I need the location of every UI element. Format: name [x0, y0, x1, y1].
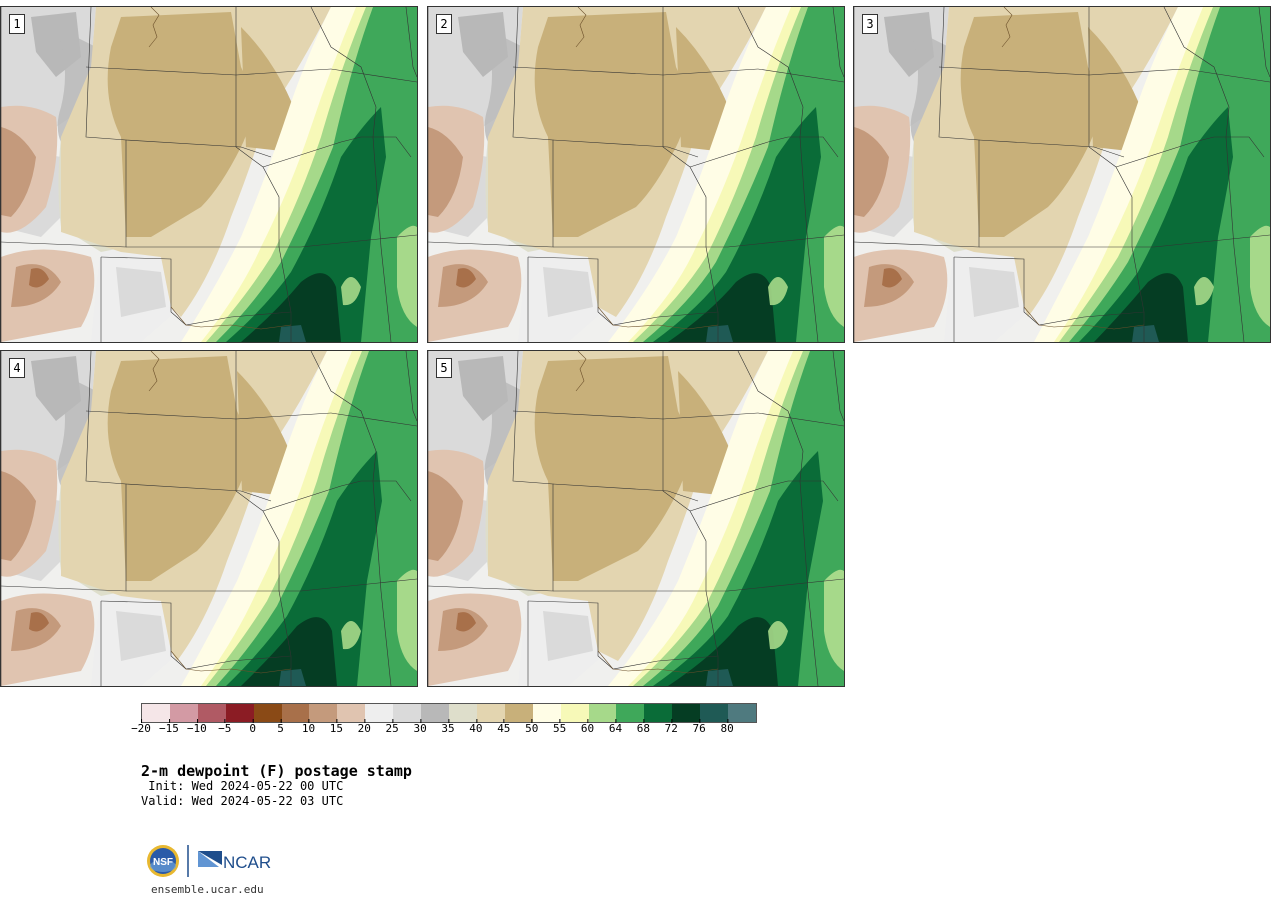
colorbar-tick-label: 76	[692, 719, 706, 735]
colorbar-swatch	[225, 704, 254, 722]
colorbar-tick-label: 45	[497, 719, 511, 735]
colorbar-tick-label: 50	[525, 719, 539, 735]
colorbar-swatch	[421, 704, 449, 722]
colorbar-tick-label: 5	[277, 719, 284, 735]
init-time: Init: Wed 2024-05-22 00 UTC	[141, 779, 344, 793]
colorbar-swatch	[197, 704, 226, 722]
colorbar-tick-label: 0	[249, 719, 256, 735]
colorbar-swatch	[560, 704, 589, 722]
valid-time: Valid: Wed 2024-05-22 03 UTC	[141, 794, 344, 808]
colorbar-swatch	[448, 704, 477, 722]
colorbar-swatch	[253, 704, 282, 722]
colorbar-tick-label: −5	[218, 719, 232, 735]
colorbar-tick-label: 60	[580, 719, 595, 735]
ncar-logo-icon: NCAR	[198, 851, 271, 872]
colorbar-tick-label: −20	[131, 719, 151, 735]
site-url: ensemble.ucar.edu	[151, 883, 264, 896]
colorbar-tick-label: 40	[469, 719, 483, 735]
nsf-logo-text: NSF	[153, 857, 173, 868]
colorbar-swatch	[644, 704, 673, 722]
colorbar-swatch	[504, 704, 533, 722]
colorbar-swatch	[616, 704, 645, 722]
panel-number-label: 5	[436, 358, 452, 378]
panel-number-label: 2	[436, 14, 452, 34]
colorbar-swatch	[169, 704, 198, 722]
colorbar-swatch	[476, 704, 505, 722]
colorbar-tick-label: 35	[441, 719, 455, 735]
colorbar-swatch	[672, 704, 701, 722]
colorbar-ticks: −20 −15 −10 −5 0 5 10 15 20 25 30 35 40 45 50 55 60 64 68 7…	[131, 719, 757, 746]
colorbar-tick-label: 20	[357, 719, 371, 735]
colorbar-swatch	[393, 704, 422, 722]
panel-number-label: 3	[862, 14, 878, 34]
map-panel-5: 5	[427, 350, 845, 687]
colorbar-tick-label: 25	[385, 719, 399, 735]
colorbar-swatch	[142, 704, 170, 722]
colorbar-swatch	[700, 704, 729, 722]
ncar-logo-text: NCAR	[223, 853, 271, 872]
colorbar-tick-label: −15	[158, 719, 179, 735]
colorbar-tick-label: 30	[413, 719, 427, 735]
map-panel-2: 2	[427, 6, 845, 343]
colorbar	[141, 703, 757, 723]
map-panel-1: 1	[0, 6, 418, 343]
colorbar-tick-label: 10	[301, 719, 316, 735]
colorbar-swatch	[309, 704, 338, 722]
colorbar-swatch	[365, 704, 394, 722]
colorbar-tick-label: 80	[720, 719, 734, 735]
colorbar-tick-label: 55	[553, 719, 567, 735]
colorbar-swatch	[281, 704, 310, 722]
panel-number-label: 1	[9, 14, 25, 34]
map-panel-3: 3	[853, 6, 1271, 343]
panel-number-label: 4	[9, 358, 25, 378]
map-panel-4: 4	[0, 350, 418, 687]
colorbar-swatch	[532, 704, 561, 722]
logos: NSF NCAR	[145, 843, 275, 881]
chart-title: 2-m dewpoint (F) postage stamp	[141, 762, 412, 780]
colorbar-swatch	[588, 704, 617, 722]
nsf-logo-icon: NSF	[147, 845, 179, 877]
colorbar-tick-label: 15	[329, 719, 343, 735]
colorbar-tick-label: −10	[186, 719, 207, 735]
colorbar-swatch	[337, 704, 366, 722]
colorbar-tick-label: 64	[608, 719, 623, 735]
colorbar-swatch	[728, 704, 756, 722]
colorbar-tick-label: 72	[664, 719, 678, 735]
colorbar-tick-label: 68	[636, 719, 650, 735]
